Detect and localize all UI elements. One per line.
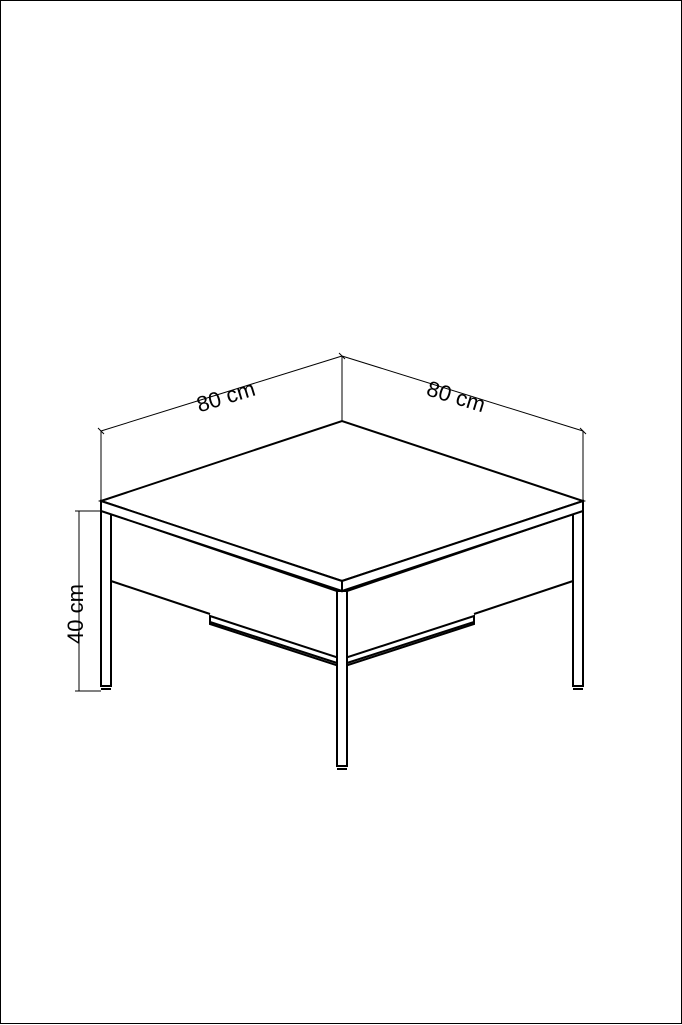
- table-drawing: [1, 1, 682, 1025]
- table-top: [101, 421, 583, 591]
- drawing-frame: 80 cm 80 cm 40 cm: [0, 0, 682, 1024]
- dim-label-height: 40 cm: [63, 584, 89, 644]
